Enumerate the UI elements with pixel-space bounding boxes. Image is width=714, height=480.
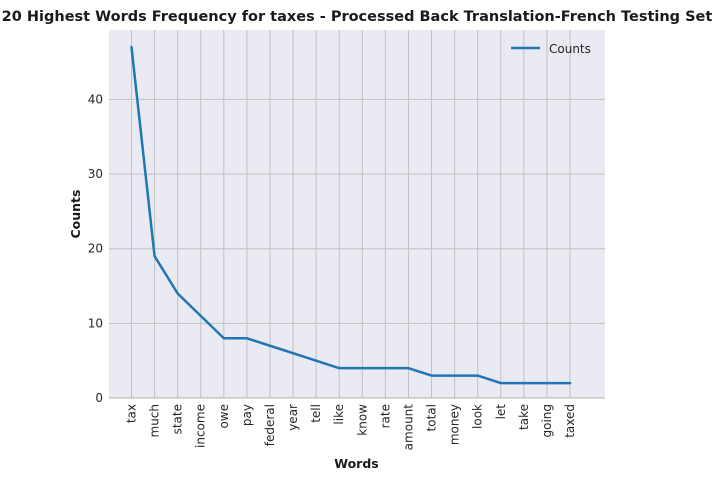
x-tick-label: much xyxy=(148,404,162,438)
x-tick-label: owe xyxy=(217,404,231,429)
x-tick-label: income xyxy=(194,404,208,448)
series-group xyxy=(130,45,572,385)
x-tick-label: know xyxy=(355,404,369,436)
x-tick-label: let xyxy=(494,404,508,420)
x-tick-label: look xyxy=(471,404,485,429)
legend: Counts xyxy=(511,42,591,56)
y-axis-label: Counts xyxy=(68,190,83,239)
grid-lines xyxy=(109,30,605,399)
x-axis-ticks: tax much state income owe pay federal year tell l… xyxy=(125,404,578,451)
chart-title: 20 Highest Words Frequency for taxes - P… xyxy=(2,9,713,25)
x-tick-label: pay xyxy=(240,404,254,426)
x-axis-label: Words xyxy=(334,456,378,471)
plot-area xyxy=(109,30,605,398)
x-tick-label: state xyxy=(171,404,185,434)
x-tick-label: like xyxy=(332,404,346,425)
x-tick-label: tax xyxy=(125,404,139,423)
y-tick-label: 30 xyxy=(88,167,103,181)
y-tick-label: 40 xyxy=(88,92,103,106)
y-tick-label: 20 xyxy=(88,242,103,256)
x-tick-label: amount xyxy=(401,404,415,451)
x-tick-label: total xyxy=(425,404,439,431)
x-tick-label: year xyxy=(286,404,300,431)
x-tick-label: federal xyxy=(263,404,277,446)
x-tick-label: rate xyxy=(378,404,392,428)
legend-label: Counts xyxy=(549,42,591,56)
y-tick-label: 10 xyxy=(88,316,103,330)
x-tick-label: take xyxy=(517,404,531,430)
y-axis-ticks: 0 10 20 30 40 xyxy=(88,92,103,405)
x-tick-label: tell xyxy=(309,404,323,423)
x-tick-label: taxed xyxy=(563,404,577,438)
x-tick-label: going xyxy=(540,404,554,438)
y-tick-label: 0 xyxy=(95,391,103,405)
x-tick-label: money xyxy=(448,404,462,445)
series-line-counts xyxy=(130,45,572,385)
